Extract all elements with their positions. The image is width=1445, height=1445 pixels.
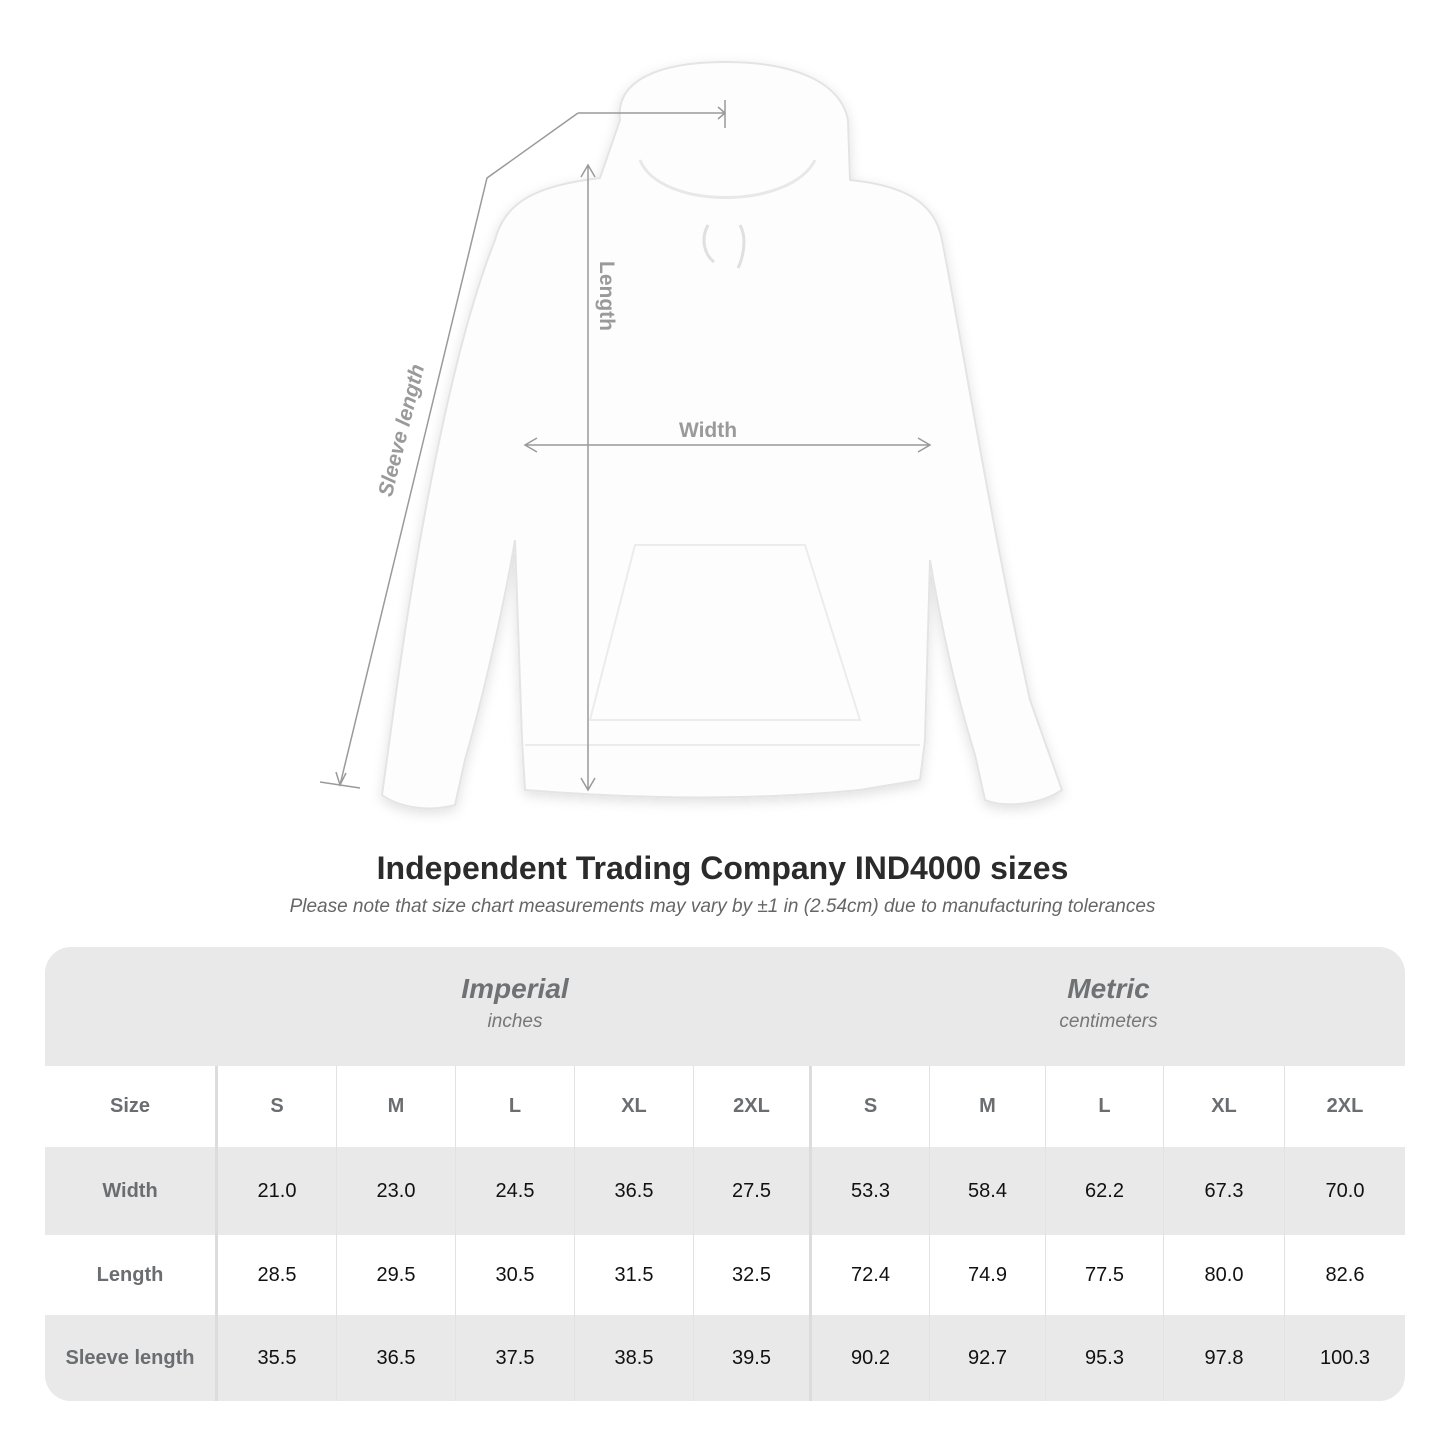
measurement-cell-imperial: 35.5	[218, 1315, 337, 1401]
measurement-cell-imperial: 36.5	[575, 1147, 694, 1235]
measurement-cell-metric: 70.0	[1325, 1179, 1365, 1202]
measurement-cell-metric: 74.9	[930, 1235, 1046, 1315]
metric-header: Metric centimeters	[812, 947, 1405, 1066]
hoodie-illustration	[380, 60, 1064, 810]
imperial-label: Imperial	[461, 973, 569, 1004]
measurement-cell-metric: 97.8	[1164, 1315, 1285, 1401]
table-row: Width 21.0 23.0 24.5 36.5 27.5 53.3 58.4 62.2 67.…	[45, 1147, 1405, 1235]
size-header-metric: XL	[1164, 1066, 1285, 1147]
size-header-metric: M	[930, 1066, 1046, 1147]
measurement-cell-metric: 67.3	[1164, 1147, 1285, 1235]
tolerance-note: Please note that size chart measurements…	[289, 896, 1156, 917]
measurement-cell-metric: 80.0	[1164, 1235, 1285, 1315]
measurement-cell-metric: 62.2	[1046, 1147, 1164, 1235]
measurement-cell-metric: 95.3	[1046, 1315, 1164, 1401]
size-header-imperial: S	[218, 1066, 337, 1147]
size-header-imperial: M	[337, 1066, 456, 1147]
metric-label: Metric	[1067, 973, 1150, 1004]
measurement-cell-imperial: 31.5	[575, 1235, 694, 1315]
measurement-cell-imperial: 36.5	[337, 1315, 456, 1401]
measurement-cell-imperial: 29.5	[337, 1235, 456, 1315]
measurement-cell-metric: 90.2	[812, 1315, 930, 1401]
measurement-cell-metric: 53.3	[812, 1147, 930, 1235]
measurement-cell-imperial: 21.0	[218, 1147, 337, 1235]
size-chart-table: Imperial inches Metric centimeters Size S…	[45, 947, 1405, 1401]
measurement-cell-metric: 72.4	[812, 1235, 930, 1315]
measurement-lines	[319, 100, 932, 792]
length-measure-line	[580, 163, 596, 792]
measurement-cell-metric: 100.3	[1319, 1346, 1371, 1369]
measurement-cell-imperial: 23.0	[337, 1147, 456, 1235]
table-row: Sleeve length 35.5 36.5 37.5 38.5 39.5 90.2 92.…	[45, 1315, 1405, 1401]
size-header-imperial: XL	[575, 1066, 694, 1147]
measurement-cell-metric: 92.7	[930, 1315, 1046, 1401]
row-label: Size	[45, 1066, 218, 1147]
page-title: Independent Trading Company IND4000 size…	[376, 850, 1069, 886]
row-label: Width	[45, 1147, 218, 1235]
sleeve-length-label: Sleeve length	[374, 362, 429, 499]
size-header-metric: 2XL	[1326, 1095, 1364, 1117]
measurement-cell-metric: 77.5	[1046, 1235, 1164, 1315]
measurement-cell-imperial: 37.5	[456, 1315, 575, 1401]
measurement-cell-imperial: 28.5	[218, 1235, 337, 1315]
size-header-metric: L	[1046, 1066, 1164, 1147]
metric-unit: centimeters	[1059, 1011, 1158, 1032]
table-row: Length 28.5 29.5 30.5 31.5 32.5 72.4 74.9 77.5 80…	[45, 1235, 1405, 1315]
row-label: Length	[45, 1235, 218, 1315]
width-label: Width	[679, 419, 737, 442]
measurement-cell-imperial: 24.5	[456, 1147, 575, 1235]
measurement-cell-metric: 58.4	[930, 1147, 1046, 1235]
hoodie-diagram: Length Width Sleeve length	[319, 60, 1064, 810]
row-label: Sleeve length	[45, 1315, 218, 1401]
measurement-cell-metric: 82.6	[1325, 1263, 1365, 1286]
size-header-imperial: L	[456, 1066, 575, 1147]
length-label: Length	[595, 261, 618, 331]
measurement-cell-imperial: 27.5	[694, 1147, 812, 1235]
sleeve-measure-line	[319, 100, 727, 789]
width-measure-line	[523, 437, 932, 453]
imperial-header: Imperial inches	[218, 947, 812, 1066]
measurement-cell-imperial: 39.5	[694, 1315, 812, 1401]
size-header-imperial: 2XL	[694, 1066, 812, 1147]
measurement-cell-imperial: 30.5	[456, 1235, 575, 1315]
measurement-cell-imperial: 38.5	[575, 1315, 694, 1401]
measurement-cell-imperial: 32.5	[694, 1235, 812, 1315]
size-header-row: Size S M L XL 2XL S M L XL 2XL	[45, 1066, 1405, 1147]
size-header-metric: S	[812, 1066, 930, 1147]
imperial-unit: inches	[487, 1011, 543, 1032]
